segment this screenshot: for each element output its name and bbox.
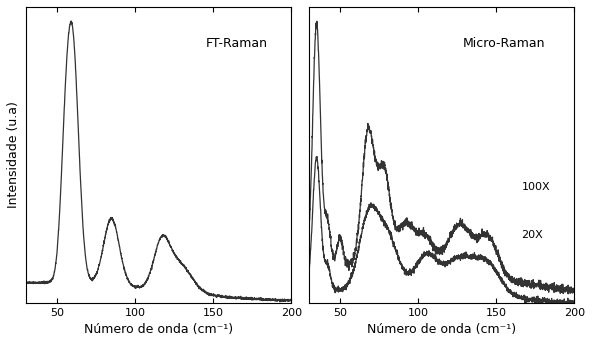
Text: 100X: 100X xyxy=(522,182,550,192)
X-axis label: Número de onda (cm⁻¹): Número de onda (cm⁻¹) xyxy=(84,323,233,336)
Text: FT-Raman: FT-Raman xyxy=(206,36,268,49)
Y-axis label: Intensidade (u.a): Intensidade (u.a) xyxy=(7,101,20,208)
Text: Micro-Raman: Micro-Raman xyxy=(463,36,545,49)
Text: 20X: 20X xyxy=(522,229,543,240)
X-axis label: Número de onda (cm⁻¹): Número de onda (cm⁻¹) xyxy=(367,323,516,336)
